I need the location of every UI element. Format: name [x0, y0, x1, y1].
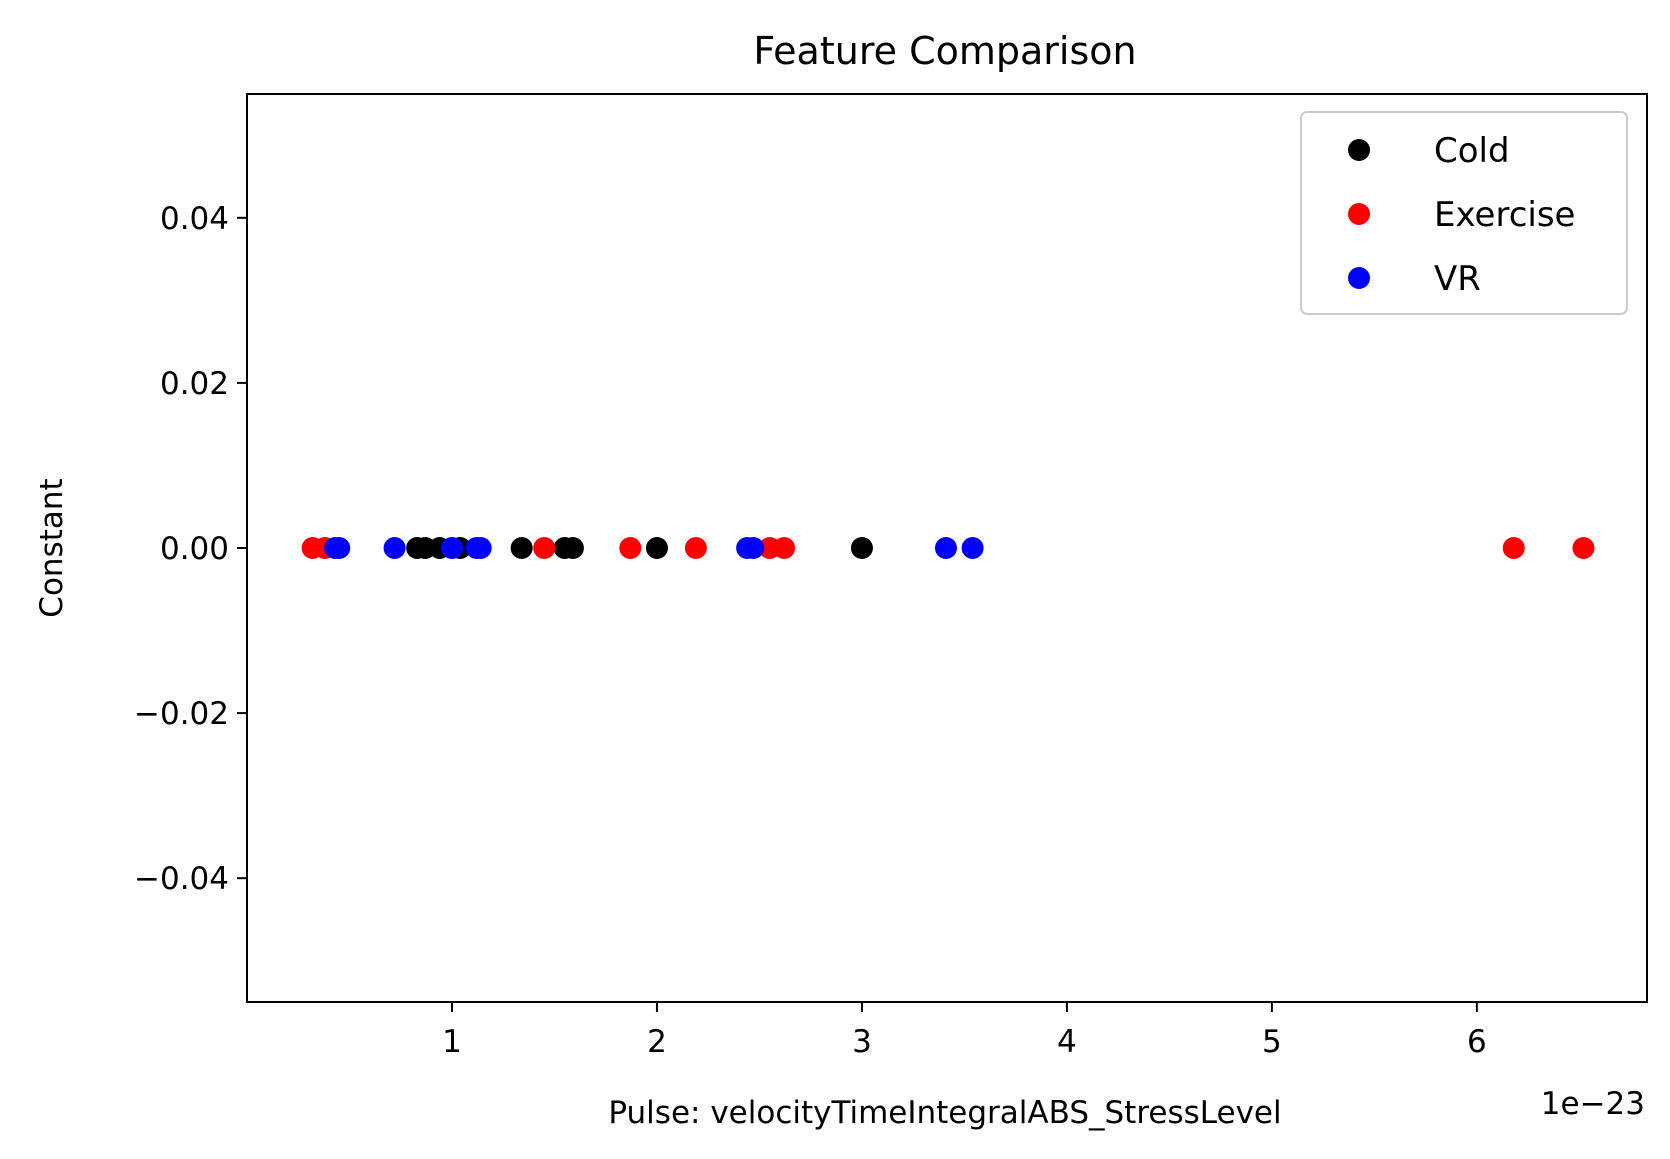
legend-label-exercise: Exercise — [1434, 195, 1575, 235]
y-tick-label: 0.02 — [160, 366, 229, 402]
data-point-cold — [850, 537, 873, 559]
y-axis-label: Constant — [34, 478, 70, 617]
data-point-cold — [561, 537, 584, 559]
data-point-cold — [510, 537, 533, 559]
plot-area — [301, 537, 1595, 559]
y-tick-label: 0.04 — [160, 201, 229, 237]
x-tick-label: 4 — [1057, 1024, 1077, 1060]
data-point-vr — [469, 537, 492, 559]
y-tick-label: −0.02 — [134, 696, 229, 732]
x-tick-label: 1 — [442, 1024, 462, 1060]
x-axis-offset-label: 1e−23 — [1541, 1086, 1645, 1122]
data-point-exercise — [684, 537, 707, 559]
data-point-vr — [328, 537, 351, 559]
data-point-cold — [645, 537, 668, 559]
legend-frame — [1300, 111, 1628, 315]
data-point-vr — [961, 537, 984, 559]
legend: Cold Exercise VR — [1300, 111, 1628, 315]
x-tick-label: 6 — [1467, 1024, 1487, 1060]
legend-label-cold: Cold — [1434, 131, 1510, 171]
data-point-exercise — [773, 537, 796, 559]
data-point-exercise — [1502, 537, 1525, 559]
legend-marker-exercise — [1348, 203, 1370, 225]
x-tick-label: 5 — [1262, 1024, 1282, 1060]
data-point-exercise — [619, 537, 642, 559]
legend-label-vr: VR — [1434, 259, 1481, 299]
x-axis-label: Pulse: velocityTimeIntegralABS_StressLev… — [608, 1095, 1281, 1131]
legend-marker-cold — [1348, 139, 1370, 161]
x-tick-label: 2 — [647, 1024, 667, 1060]
y-tick-label: −0.04 — [134, 861, 229, 897]
data-point-exercise — [533, 537, 556, 559]
data-point-vr — [742, 537, 765, 559]
data-point-exercise — [1572, 537, 1595, 559]
chart-title: Feature Comparison — [753, 29, 1136, 73]
data-point-vr — [383, 537, 406, 559]
x-tick-label: 3 — [852, 1024, 872, 1060]
y-tick-label: 0.00 — [160, 531, 229, 567]
data-point-vr — [440, 537, 463, 559]
legend-marker-vr — [1348, 267, 1370, 289]
legend-items: Cold Exercise VR — [1348, 131, 1575, 299]
data-point-vr — [934, 537, 957, 559]
